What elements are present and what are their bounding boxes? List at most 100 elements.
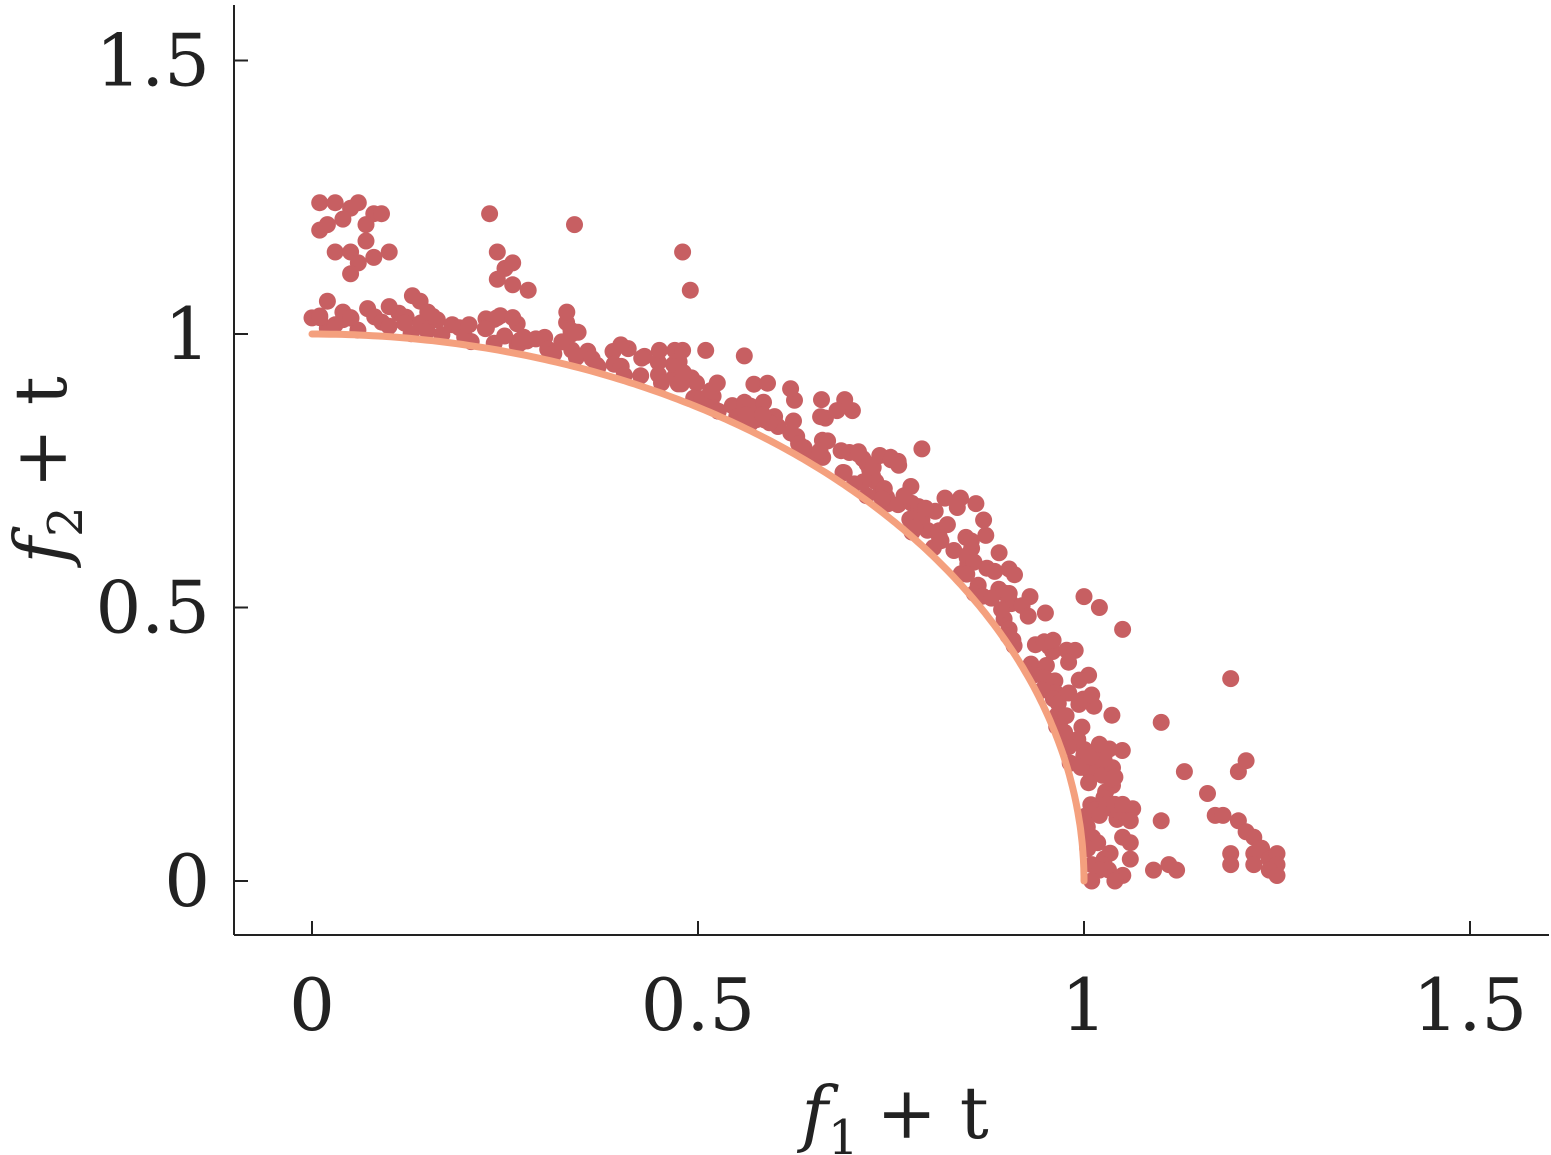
scatter-point xyxy=(1082,748,1100,766)
scatter-point xyxy=(938,516,956,534)
axes xyxy=(233,5,1549,936)
scatter-point xyxy=(1056,723,1074,741)
scatter-point xyxy=(932,532,950,550)
y-tick-label: 1.5 xyxy=(95,19,210,103)
scatter-point xyxy=(843,402,861,420)
scatter-point xyxy=(1106,768,1124,786)
scatter-point xyxy=(812,408,830,426)
scatter-point xyxy=(519,281,537,299)
scatter-point xyxy=(782,380,800,398)
scatter-point xyxy=(1021,588,1039,606)
scatter-point xyxy=(418,322,436,340)
scatter-point xyxy=(890,456,908,474)
scatter-point xyxy=(488,243,506,261)
scatter-point xyxy=(1106,872,1124,890)
scatter-point xyxy=(681,281,699,299)
scatter-point xyxy=(488,270,506,288)
scatter-point xyxy=(311,309,329,327)
scatter-point xyxy=(1103,706,1121,724)
scatter-point xyxy=(311,194,329,212)
scatter-point xyxy=(1113,742,1131,759)
scatter-points xyxy=(303,194,1286,890)
x-tick-label: 1 xyxy=(1061,963,1107,1047)
scatter-point xyxy=(1214,806,1232,824)
scatter-point xyxy=(697,341,715,359)
scatter-point xyxy=(1095,750,1113,768)
scatter-point xyxy=(349,194,367,212)
scatter-point xyxy=(737,406,755,424)
y-axis-title-subscript: 2 xyxy=(38,506,94,537)
scatter-point xyxy=(632,367,650,385)
scatter-point xyxy=(835,464,853,482)
scatter-point xyxy=(1152,713,1170,731)
scatter-point xyxy=(1006,566,1023,584)
scatter-point xyxy=(318,216,336,234)
scatter-point xyxy=(1237,752,1255,770)
scatter-point xyxy=(1044,631,1062,649)
scatter-point xyxy=(318,292,336,310)
y-tick-label: 1 xyxy=(164,292,210,376)
scatter-point xyxy=(504,309,522,327)
x-axis-title: f1 + t xyxy=(796,1071,988,1155)
scatter-point xyxy=(990,544,1008,562)
x-tick-label: 0 xyxy=(289,963,335,1047)
scatter-point xyxy=(504,254,522,272)
scatter-point xyxy=(1168,861,1186,879)
scatter-point xyxy=(895,487,913,505)
scatter-point xyxy=(1075,588,1093,606)
scatter-point xyxy=(357,216,375,234)
scatter-point xyxy=(993,601,1011,619)
scatter-point xyxy=(1145,861,1162,879)
scatter-point xyxy=(1199,785,1216,802)
scatter-point xyxy=(936,489,954,507)
scatter-point xyxy=(326,243,344,261)
scatter-point xyxy=(1175,763,1193,781)
scatter-point xyxy=(917,499,934,517)
scatter-point xyxy=(1222,856,1240,874)
scatter-point xyxy=(357,232,375,250)
scatter-point xyxy=(1070,671,1088,689)
scatter-point xyxy=(558,303,576,321)
scatter-point xyxy=(674,341,692,359)
y-axis-title: f2+ t xyxy=(0,376,94,568)
scatter-point xyxy=(1060,653,1078,671)
scatter-point xyxy=(674,243,692,261)
scatter-point xyxy=(1090,599,1108,616)
scatter-point xyxy=(515,328,533,346)
scatter-point xyxy=(1152,812,1170,830)
pareto-front-curve xyxy=(308,330,1088,885)
y-tick-label: 0 xyxy=(164,839,210,923)
scatter-point xyxy=(1057,707,1075,725)
scatter-point xyxy=(759,374,776,392)
scatter-point xyxy=(488,309,506,327)
scatter-point xyxy=(1222,670,1240,688)
scatter-point xyxy=(567,323,584,341)
x-tick-label: 0.5 xyxy=(641,963,756,1047)
scatter-point xyxy=(708,374,726,392)
scatter-point xyxy=(334,210,352,228)
scatter-point xyxy=(952,489,969,507)
scatter-point xyxy=(1072,758,1090,776)
scatter-point xyxy=(342,265,360,283)
scatter-point xyxy=(419,303,437,321)
scatter-point xyxy=(1121,812,1139,830)
scatter-point xyxy=(650,341,668,359)
scatter-point xyxy=(481,205,499,223)
scatter-point xyxy=(633,349,651,367)
scatter-point xyxy=(674,364,692,382)
scatter-point xyxy=(975,511,993,529)
scatter-point xyxy=(1268,867,1286,884)
pareto-front-line xyxy=(308,330,1088,885)
scatter-point xyxy=(566,216,583,234)
scatter-point xyxy=(553,333,571,351)
scatter-point xyxy=(1121,834,1139,852)
scatter-point xyxy=(962,532,980,550)
x-axis-title-subscript: 1 xyxy=(828,1110,859,1155)
scatter-point xyxy=(1114,795,1132,813)
scatter-point xyxy=(873,490,891,508)
scatter-point xyxy=(945,542,963,559)
scatter-point xyxy=(977,526,995,544)
scatter-point xyxy=(745,375,763,393)
y-tick-label: 0.5 xyxy=(95,566,210,650)
